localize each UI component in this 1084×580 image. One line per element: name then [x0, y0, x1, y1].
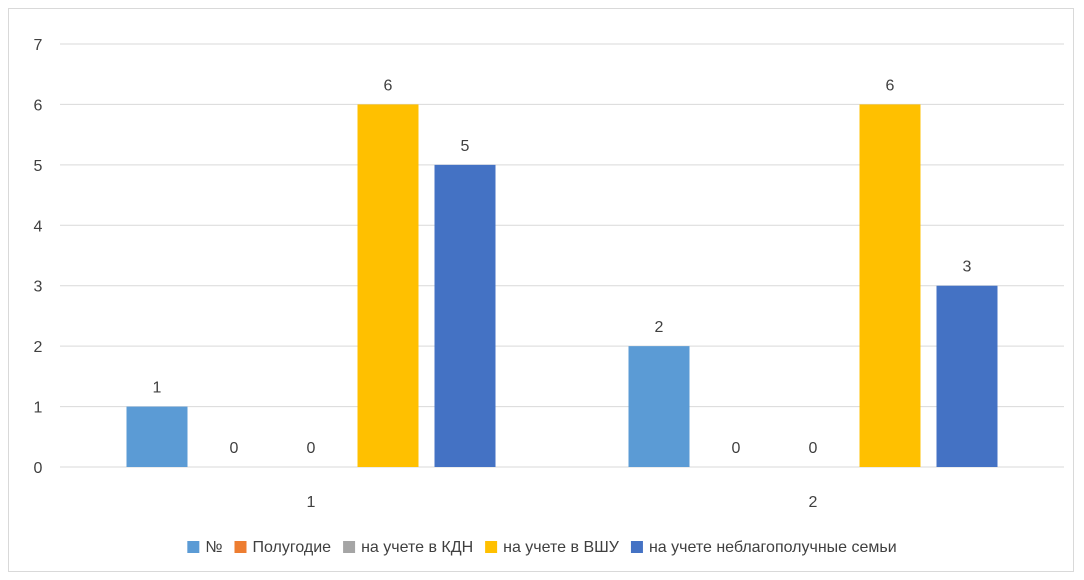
data-label: 2: [655, 319, 664, 336]
x-tick-label: 1: [307, 494, 316, 511]
bar: [936, 285, 998, 467]
legend-label: Полугодие: [252, 539, 331, 556]
legend-item: №: [187, 539, 222, 556]
legend-swatch: [187, 541, 200, 553]
legend-label: на учете в ВШУ: [503, 539, 620, 556]
legend-label: на учете в КДН: [361, 539, 473, 556]
y-tick-label: 2: [34, 339, 43, 356]
data-label: 0: [732, 440, 741, 457]
y-tick-label: 0: [34, 460, 43, 477]
y-tick-label: 1: [34, 400, 43, 417]
legend-item: на учете неблагополучные семьи: [630, 539, 897, 556]
legend: № Полугодие на учете в КДН на учете в ВШУ на…: [187, 539, 897, 556]
data-labels: 1 0 0 6 5 2 0 0 6 3: [153, 77, 972, 457]
legend-label: №: [205, 539, 222, 556]
data-label: 3: [963, 259, 972, 276]
legend-item: на учете в ВШУ: [485, 539, 620, 556]
x-tick-label: 2: [809, 494, 818, 511]
bar: [628, 346, 690, 467]
data-label: 6: [384, 77, 393, 94]
legend-swatch: [630, 541, 643, 553]
data-label: 0: [307, 440, 316, 457]
y-tick-label: 5: [34, 158, 43, 175]
bar: [434, 164, 496, 467]
data-label: 6: [886, 77, 895, 94]
y-tick-label: 4: [34, 218, 43, 235]
bar: [357, 104, 419, 467]
y-tick-label: 7: [34, 37, 43, 54]
data-label: 1: [153, 380, 162, 397]
legend-swatch: [234, 541, 247, 553]
axis: 0 1 2 3 4 5 6 7 1 2: [34, 37, 818, 511]
data-label: 0: [230, 440, 239, 457]
legend-label: на учете неблагополучные семьи: [649, 539, 897, 556]
legend-item: Полугодие: [234, 539, 331, 556]
bars: [126, 104, 998, 467]
bar: [126, 406, 188, 467]
data-label: 0: [809, 440, 818, 457]
bar: [859, 104, 921, 467]
legend-swatch: [485, 541, 498, 553]
legend-swatch: [343, 541, 356, 553]
y-tick-label: 6: [34, 97, 43, 114]
data-label: 5: [461, 138, 470, 155]
legend-item: на учете в КДН: [343, 539, 473, 556]
y-tick-label: 3: [34, 279, 43, 296]
